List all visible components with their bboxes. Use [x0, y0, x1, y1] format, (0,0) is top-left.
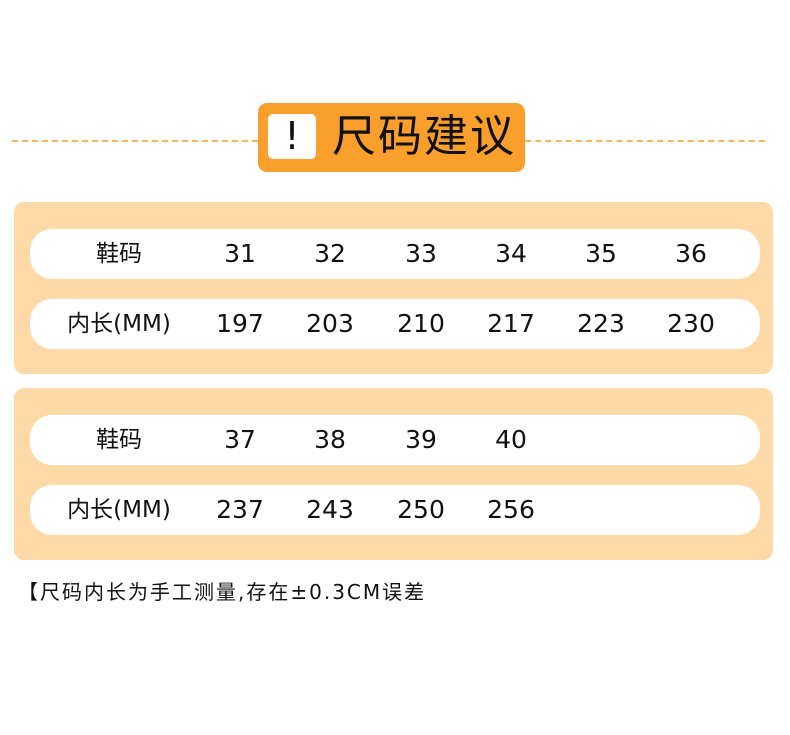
- length-row: 内长(MM) 197 203 210 217 223 230: [30, 299, 760, 349]
- divider-right: [525, 140, 765, 142]
- length-cell: 243: [306, 495, 354, 524]
- section-title: 尺码建议: [332, 111, 516, 162]
- measurement-note: 【尺码内长为手工测量,存在±0.3CM误差: [18, 580, 427, 604]
- row-label: 鞋码: [96, 241, 142, 267]
- size-cell: 32: [314, 239, 346, 268]
- length-cell: 237: [216, 495, 264, 524]
- size-table-panel: 鞋码 37 38 39 40 内长(MM) 237 243 250 256: [14, 388, 773, 560]
- row-label: 内长(MM): [67, 497, 171, 523]
- size-cell: 34: [495, 239, 527, 268]
- size-row: 鞋码 31 32 33 34 35 36: [30, 229, 760, 279]
- row-label: 鞋码: [96, 427, 142, 453]
- size-row: 鞋码 37 38 39 40: [30, 415, 760, 465]
- length-row: 内长(MM) 237 243 250 256: [30, 485, 760, 535]
- length-cell: 256: [487, 495, 535, 524]
- size-cell: 40: [495, 425, 527, 454]
- divider-left: [12, 140, 258, 142]
- length-cell: 210: [397, 309, 445, 338]
- size-cell: 36: [675, 239, 707, 268]
- length-cell: 223: [577, 309, 625, 338]
- size-cell: 39: [405, 425, 437, 454]
- size-cell: 33: [405, 239, 437, 268]
- length-cell: 217: [487, 309, 535, 338]
- exclamation-icon: !: [268, 114, 316, 159]
- row-label: 内长(MM): [67, 311, 171, 337]
- size-cell: 37: [224, 425, 256, 454]
- size-table-panel: 鞋码 31 32 33 34 35 36 内长(MM) 197 203 210 217 223 230: [14, 202, 773, 374]
- length-cell: 197: [216, 309, 264, 338]
- size-cell: 31: [224, 239, 256, 268]
- length-cell: 250: [397, 495, 445, 524]
- length-cell: 203: [306, 309, 354, 338]
- size-cell: 38: [314, 425, 346, 454]
- length-cell: 230: [667, 309, 715, 338]
- section-header: ! 尺码建议: [258, 103, 525, 172]
- size-cell: 35: [585, 239, 617, 268]
